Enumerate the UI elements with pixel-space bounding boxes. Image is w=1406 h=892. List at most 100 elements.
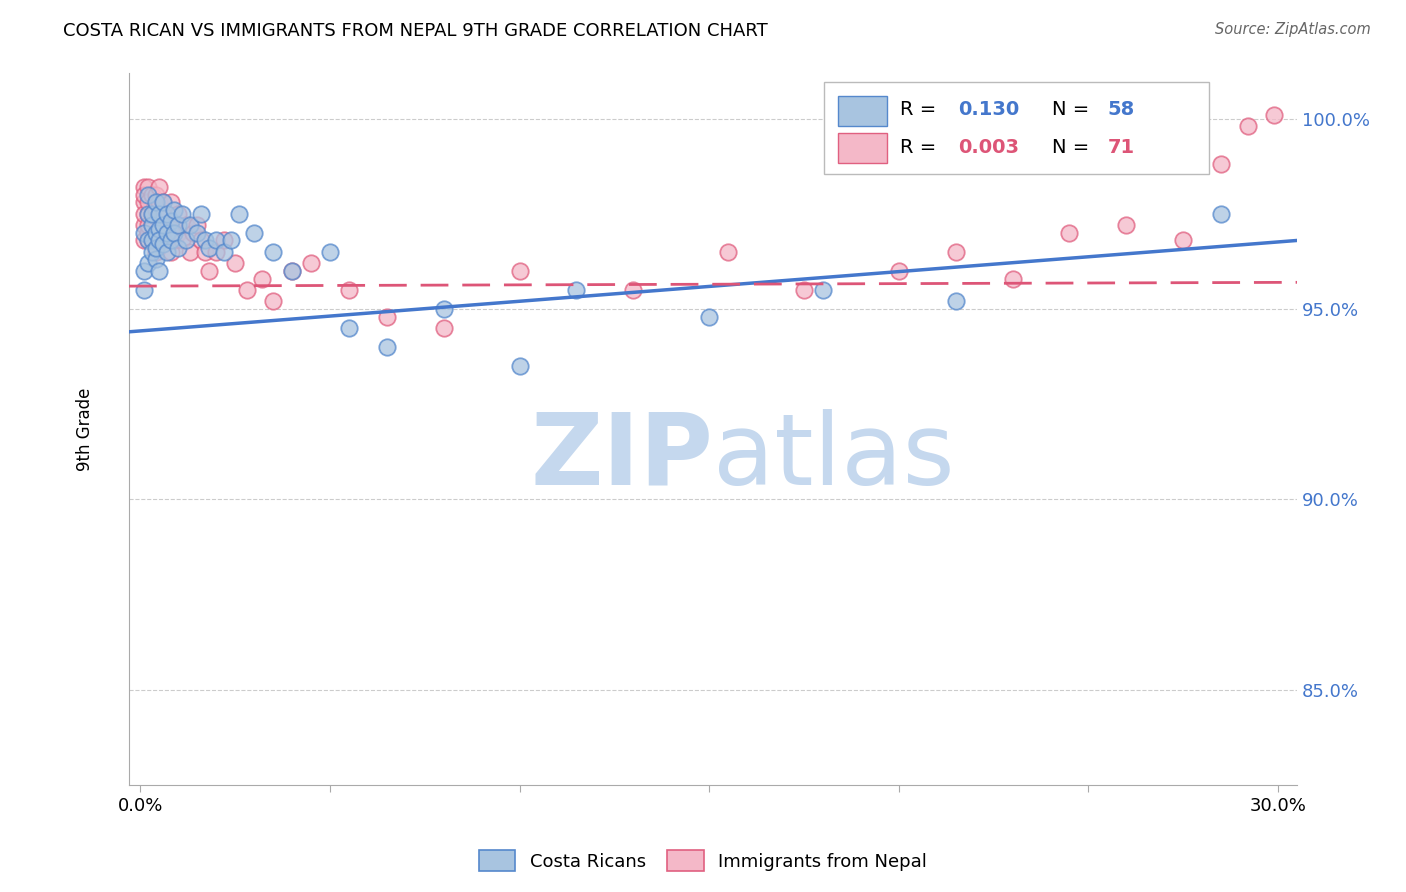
Point	[793, 283, 815, 297]
Point	[141, 219, 163, 233]
Point	[1184, 108, 1206, 122]
Point	[145, 202, 167, 217]
Point	[190, 207, 212, 221]
Point	[167, 207, 190, 221]
Point	[145, 241, 167, 255]
Point	[174, 234, 197, 248]
Point	[159, 195, 181, 210]
Point	[319, 244, 342, 259]
Point	[145, 195, 167, 210]
Point	[183, 226, 205, 240]
Point	[136, 234, 159, 248]
Point	[221, 234, 243, 248]
Point	[141, 207, 163, 221]
Point	[163, 219, 186, 233]
Point	[163, 226, 186, 240]
Point	[136, 226, 159, 240]
Point	[281, 264, 304, 278]
Point	[186, 219, 208, 233]
Point	[190, 234, 212, 248]
Point	[167, 226, 190, 240]
Point	[134, 180, 156, 194]
Text: N =: N =	[1052, 101, 1095, 120]
Point	[148, 195, 170, 210]
Point	[163, 234, 186, 248]
Point	[197, 264, 219, 278]
Text: 0.003: 0.003	[959, 137, 1019, 156]
Point	[136, 195, 159, 210]
Text: COSTA RICAN VS IMMIGRANTS FROM NEPAL 9TH GRADE CORRELATION CHART: COSTA RICAN VS IMMIGRANTS FROM NEPAL 9TH…	[63, 22, 768, 40]
Point	[250, 271, 273, 285]
Point	[717, 244, 740, 259]
Bar	[838, 96, 887, 127]
Point	[945, 294, 967, 309]
Point	[152, 219, 174, 233]
Point	[156, 226, 179, 240]
Point	[1001, 271, 1024, 285]
Point	[152, 195, 174, 210]
Point	[509, 359, 531, 373]
Point	[145, 244, 167, 259]
Point	[159, 244, 181, 259]
Point	[811, 283, 834, 297]
Point	[1173, 234, 1195, 248]
Point	[281, 264, 304, 278]
Y-axis label: 9th Grade: 9th Grade	[76, 387, 94, 471]
Point	[134, 187, 156, 202]
Point	[179, 244, 201, 259]
Point	[565, 283, 588, 297]
Point	[170, 207, 193, 221]
Point	[337, 321, 360, 335]
Point	[152, 234, 174, 248]
Point	[167, 241, 190, 255]
Point	[141, 234, 163, 248]
Point	[136, 180, 159, 194]
Point	[134, 195, 156, 210]
Point	[156, 226, 179, 240]
Point	[152, 195, 174, 210]
Point	[148, 234, 170, 248]
Point	[148, 264, 170, 278]
Point	[186, 226, 208, 240]
Point	[212, 234, 235, 248]
Point	[262, 294, 284, 309]
Bar	[838, 134, 887, 163]
Point	[1115, 219, 1137, 233]
Point	[159, 219, 181, 233]
Point	[159, 234, 181, 248]
Point	[134, 207, 156, 221]
Point	[152, 237, 174, 252]
Point	[134, 219, 156, 233]
Text: N =: N =	[1052, 137, 1095, 156]
Point	[134, 226, 156, 240]
Text: ZIP: ZIP	[530, 409, 713, 506]
Point	[136, 234, 159, 248]
Point	[1153, 108, 1175, 122]
Point	[141, 207, 163, 221]
Text: Source: ZipAtlas.com: Source: ZipAtlas.com	[1215, 22, 1371, 37]
Point	[228, 207, 250, 221]
Text: 0.130: 0.130	[959, 101, 1019, 120]
Text: R =: R =	[900, 101, 942, 120]
Point	[197, 241, 219, 255]
Point	[621, 283, 644, 297]
Point	[136, 187, 159, 202]
Point	[136, 219, 159, 233]
Point	[148, 226, 170, 240]
Point	[1211, 157, 1233, 171]
Point	[145, 187, 167, 202]
Point	[1236, 120, 1258, 134]
Point	[887, 264, 910, 278]
Point	[212, 244, 235, 259]
Text: 71: 71	[1108, 137, 1135, 156]
Point	[170, 234, 193, 248]
Point	[433, 301, 456, 316]
Point	[194, 244, 217, 259]
Text: 58: 58	[1108, 101, 1135, 120]
Point	[1059, 226, 1081, 240]
Point	[179, 219, 201, 233]
Point	[243, 226, 266, 240]
Point	[141, 219, 163, 233]
Point	[134, 234, 156, 248]
Point	[174, 219, 197, 233]
